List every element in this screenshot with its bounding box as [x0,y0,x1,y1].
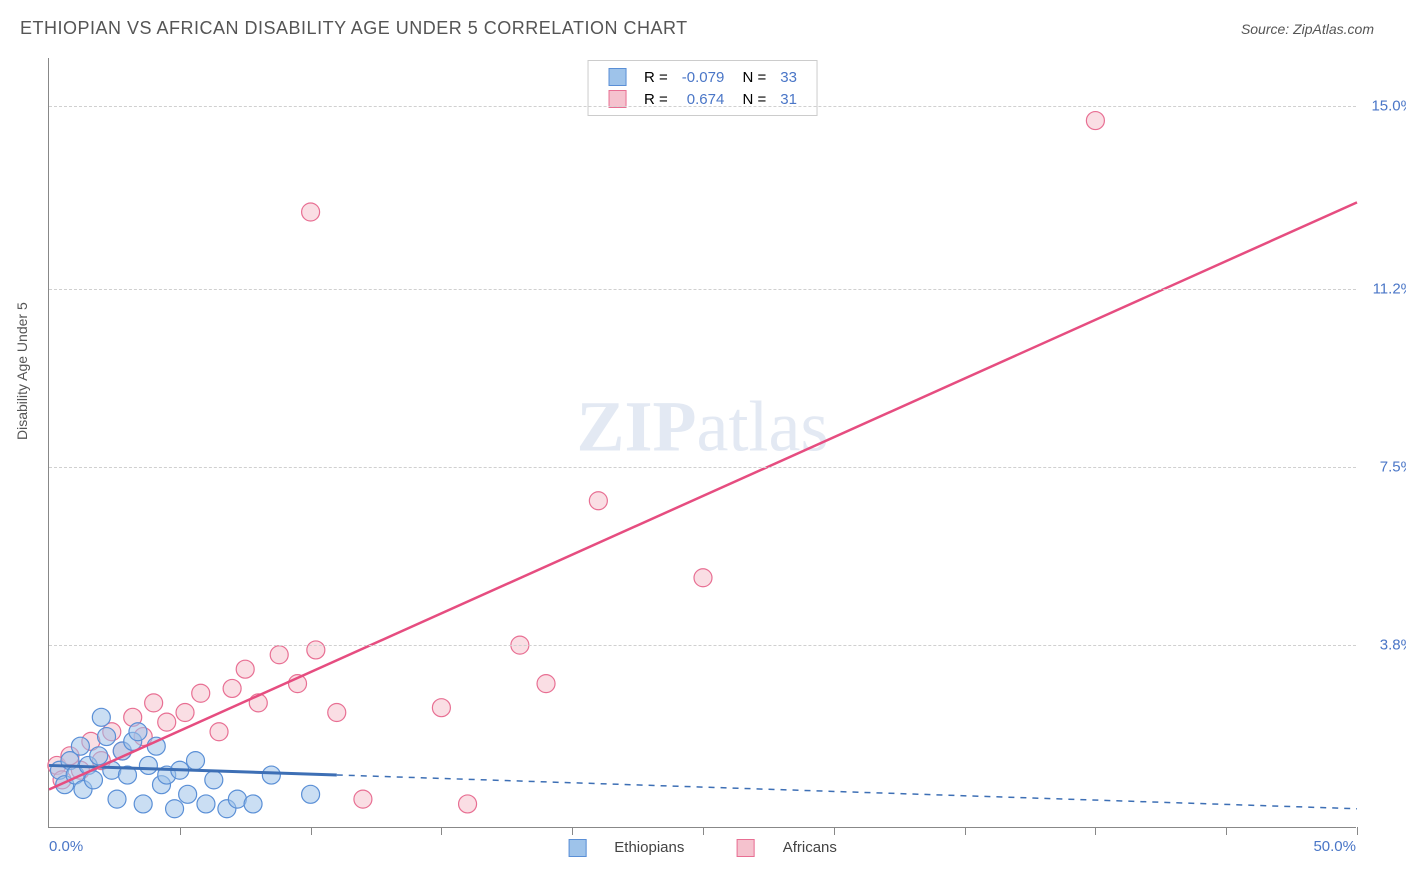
x-tick [572,827,573,835]
data-point [90,747,108,765]
data-point [158,713,176,731]
x-axis-max-label: 50.0% [1313,838,1356,855]
data-point [262,766,280,784]
source-text: Source: ZipAtlas.com [1241,21,1374,37]
data-point [1086,112,1104,130]
x-tick [834,827,835,835]
chart-plot-area: ZIPatlas R = -0.079 N = 33 R = 0.674 N =… [48,58,1356,828]
data-point [302,785,320,803]
data-point [328,704,346,722]
legend-row-ethiopians: R = -0.079 N = 33 [602,67,803,87]
data-point [197,795,215,813]
data-point [71,737,89,755]
y-tick-label: 7.5% [1380,459,1406,476]
y-tick-label: 15.0% [1371,98,1406,115]
x-axis-min-label: 0.0% [49,838,83,855]
data-point [302,203,320,221]
x-tick [965,827,966,835]
data-point [432,699,450,717]
data-point [179,785,197,803]
regression-line [49,202,1357,789]
chart-header: ETHIOPIAN VS AFRICAN DISABILITY AGE UNDE… [0,0,1406,49]
data-point [166,800,184,818]
gridline-h [49,289,1356,290]
swatch-africans-icon [737,839,755,857]
data-point [537,675,555,693]
x-tick [1095,827,1096,835]
data-point [236,660,254,678]
scatter-svg [49,58,1356,827]
data-point [98,728,116,746]
series-legend: Ethiopians Africans [544,839,861,857]
data-point [223,679,241,697]
data-point [92,708,110,726]
x-tick [441,827,442,835]
x-tick [1357,827,1358,835]
data-point [694,569,712,587]
gridline-h [49,467,1356,468]
data-point [307,641,325,659]
y-tick-label: 3.8% [1380,637,1406,654]
data-point [354,790,372,808]
data-point [244,795,262,813]
data-point [108,790,126,808]
data-point [139,756,157,774]
x-tick [1226,827,1227,835]
data-point [129,723,147,741]
gridline-h [49,106,1356,107]
data-point [589,492,607,510]
x-tick [180,827,181,835]
data-point [176,704,194,722]
data-point [186,752,204,770]
y-axis-title: Disability Age Under 5 [14,302,30,440]
gridline-h [49,645,1356,646]
data-point [145,694,163,712]
data-point [459,795,477,813]
correlation-legend: R = -0.079 N = 33 R = 0.674 N = 31 [587,60,818,116]
regression-line [337,775,1357,809]
chart-title: ETHIOPIAN VS AFRICAN DISABILITY AGE UNDE… [20,18,688,39]
x-tick [311,827,312,835]
swatch-ethiopians [608,68,626,86]
data-point [192,684,210,702]
data-point [210,723,228,741]
swatch-ethiopians-icon [568,839,586,857]
data-point [270,646,288,664]
x-tick [703,827,704,835]
data-point [205,771,223,789]
y-tick-label: 11.2% [1373,281,1406,298]
data-point [134,795,152,813]
